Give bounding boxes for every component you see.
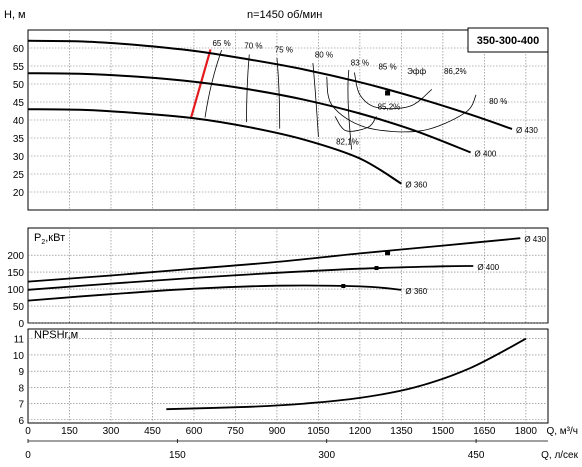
- x-axis-label-ls: Q, л/сек: [541, 450, 579, 461]
- series-label-power-1: Ø 400: [477, 263, 499, 272]
- series-npsh-0: [166, 337, 527, 411]
- xtick-m3h-1800: 1800: [515, 426, 538, 437]
- series-label-head-0: Ø 430: [516, 126, 538, 135]
- panel-frame-1: [27, 227, 549, 324]
- efficiency-label-10: 82,1%: [336, 137, 359, 146]
- efficiency-label-7: 86,2%: [444, 67, 467, 76]
- ytick-label-2-11: 11: [14, 335, 25, 346]
- efficiency-loop-80: [326, 76, 477, 133]
- power-ylabel: P2,кВт: [34, 232, 65, 246]
- series-power-2: [27, 284, 402, 302]
- xtick-m3h-450: 450: [144, 426, 161, 437]
- xtick-m3h-1350: 1350: [390, 426, 413, 437]
- gridlines: [27, 30, 548, 443]
- xtick-ls-450: 450: [468, 450, 485, 461]
- efficiency-curves: [190, 49, 477, 150]
- ytick-label-1-150: 150: [7, 268, 24, 279]
- series-label-power-2: Ø 360: [405, 287, 427, 296]
- ytick-label-1-100: 100: [7, 285, 24, 296]
- efficiency-loop-82: [334, 116, 377, 132]
- ytick-label-2-6: 6: [18, 416, 24, 427]
- xtick-ls-0: 0: [25, 450, 31, 461]
- xtick-ls-300: 300: [318, 450, 335, 461]
- efficiency-label-8: 85,2%: [378, 103, 401, 112]
- xtick-m3h-0: 0: [25, 426, 31, 437]
- series-lines: [27, 39, 527, 411]
- ytick-label-2-10: 10: [13, 351, 25, 362]
- efficiency-label-5: 85 %: [378, 63, 396, 72]
- model-box: [467, 27, 549, 53]
- labels: Ø 430 Ø 400 Ø 360 Ø 430 Ø 400 Ø 360 65 % 70 % 75…: [212, 39, 546, 296]
- efficiency-label-2: 75 %: [275, 45, 293, 54]
- ytick-label-2-7: 7: [18, 400, 24, 411]
- operating-point-power-400: [374, 266, 379, 271]
- ytick-label-0-25: 25: [13, 170, 25, 181]
- xtick-m3h-1200: 1200: [349, 426, 372, 437]
- efficiency-isoline-3: [312, 63, 319, 137]
- efficiency-label-1: 70 %: [244, 42, 262, 51]
- ytick-label-0-55: 55: [13, 62, 25, 73]
- operating-point-head: [385, 90, 391, 96]
- series-label-head-2: Ø 360: [405, 181, 427, 190]
- xtick-m3h-900: 900: [269, 426, 286, 437]
- xtick-m3h-750: 750: [227, 426, 244, 437]
- efficiency-isoline-4: [347, 69, 353, 150]
- head-ylabel: H, м: [4, 9, 26, 21]
- ytick-label-0-30: 30: [13, 152, 25, 163]
- ytick-label-2-8: 8: [18, 383, 24, 394]
- series-head-2: [27, 108, 402, 185]
- ytick-label-1-200: 200: [7, 251, 24, 262]
- xtick-m3h-1650: 1650: [473, 426, 496, 437]
- power-ylabel-unit: ,кВт: [45, 232, 65, 244]
- xtick-m3h-300: 300: [103, 426, 120, 437]
- chart-title: n=1450 об/мин: [247, 9, 322, 21]
- series-head-1: [27, 72, 471, 154]
- panel-frames: [27, 29, 549, 424]
- series-head-0: [27, 39, 513, 130]
- xtick-m3h-150: 150: [61, 426, 78, 437]
- efficiency-label-6: Эфф: [407, 67, 426, 76]
- panel-frame-2: [27, 328, 549, 424]
- operating-point-power-430: [385, 250, 391, 256]
- xtick-m3h-600: 600: [186, 426, 203, 437]
- power-ylabel-p: P: [34, 232, 41, 244]
- ytick-label-0-50: 50: [13, 80, 25, 91]
- model-label: 350-300-400: [477, 35, 539, 47]
- ytick-label-1-50: 50: [13, 302, 25, 313]
- ytick-label-2-9: 9: [18, 367, 24, 378]
- efficiency-loop-85: [354, 72, 433, 110]
- xtick-m3h-1050: 1050: [307, 426, 330, 437]
- efficiency-label-3: 80 %: [315, 51, 333, 60]
- xtick-m3h-1500: 1500: [432, 426, 455, 437]
- ytick-label-0-60: 60: [13, 44, 25, 55]
- efficiency-label-0: 65 %: [212, 39, 230, 48]
- efficiency-isoline-0: [204, 50, 222, 118]
- series-power-1: [27, 265, 474, 291]
- ytick-label-0-20: 20: [13, 188, 25, 199]
- xtick-ls-150: 150: [169, 450, 186, 461]
- ytick-label-1-0: 0: [18, 319, 24, 330]
- ytick-label-0-40: 40: [13, 116, 25, 127]
- efficiency-label-9: 80 %: [489, 97, 507, 106]
- series-power-0: [27, 237, 521, 283]
- power-ylabel-sub: 2: [41, 239, 45, 246]
- efficiency-label-4: 83 %: [351, 58, 369, 67]
- operating-point-power-360: [341, 284, 346, 289]
- series-label-power-0: Ø 430: [524, 235, 546, 244]
- ytick-label-0-45: 45: [13, 98, 25, 109]
- ytick-label-0-35: 35: [13, 134, 25, 145]
- x-axis-label-m3h: Q, м³/ч: [546, 426, 578, 437]
- series-label-head-1: Ø 400: [475, 149, 497, 158]
- npsh-ylabel: NPSHr,м: [34, 329, 78, 341]
